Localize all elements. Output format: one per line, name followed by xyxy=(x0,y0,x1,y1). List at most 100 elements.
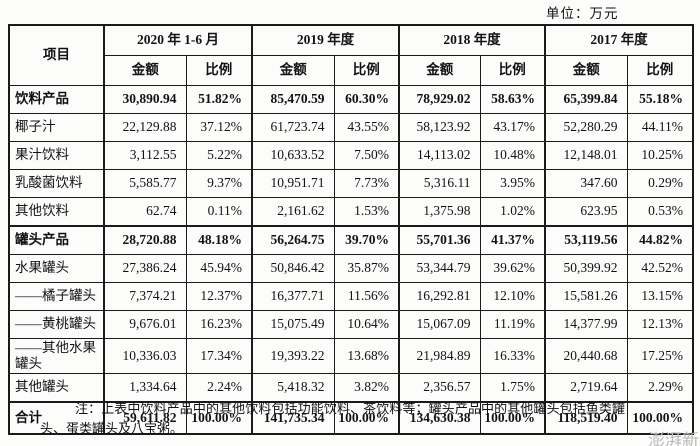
cell-amount: 2,719.64 xyxy=(544,372,628,402)
table-row: 果汁饮料 3,112.55 5.22% 10,633.52 7.50% 14,1… xyxy=(8,140,694,170)
cell-amount: 16,377.71 xyxy=(251,281,335,311)
cell-amount: 2,356.57 xyxy=(398,372,481,402)
cell-amount: 10,633.52 xyxy=(251,140,335,170)
cell-amount: 5,585.77 xyxy=(103,168,187,198)
cell-ratio: 41.37% xyxy=(479,224,546,255)
cell-ratio: 1.75% xyxy=(479,372,546,402)
row-label: ——橘子罐头 xyxy=(8,281,105,311)
table-row: 其他饮料 62.74 0.11% 2,161.62 1.53% 1,375.98… xyxy=(8,196,694,226)
cell-ratio: 37.12% xyxy=(185,112,253,142)
cell-ratio: 3.82% xyxy=(333,372,400,402)
header-period-2019: 2019 年度 xyxy=(251,24,400,56)
cell-ratio: 44.82% xyxy=(626,224,694,255)
header-row-periods: 项目 2020 年 1-6 月 2019 年度 2018 年度 2017 年度 xyxy=(8,24,694,86)
cell-ratio: 12.37% xyxy=(185,281,253,311)
cell-ratio: 10.64% xyxy=(333,309,400,339)
table-row: 乳酸菌饮料 5,585.77 9.37% 10,951.71 7.73% 5,3… xyxy=(8,168,694,198)
row-label: 其他罐头 xyxy=(8,372,105,402)
cell-ratio: 58.63% xyxy=(479,84,546,114)
cell-ratio: 0.53% xyxy=(626,196,694,226)
cell-ratio: 39.62% xyxy=(479,253,546,283)
cell-amount: 55,701.36 xyxy=(398,224,481,255)
cell-ratio: 39.70% xyxy=(333,224,400,255)
cell-ratio: 13.15% xyxy=(626,281,694,311)
footnote: 注：上表中饮料产品中的其他饮料包括功能饮料、茶饮料等；罐头产品中的其他罐头包括鱼… xyxy=(40,401,625,436)
cell-amount: 1,375.98 xyxy=(398,196,481,226)
cell-ratio: 16.33% xyxy=(479,337,546,374)
cell-ratio: 11.56% xyxy=(333,281,400,311)
cell-amount: 50,846.42 xyxy=(251,253,335,283)
cell-amount: 85,470.59 xyxy=(251,84,335,114)
cell-amount: 30,890.94 xyxy=(103,84,187,114)
cell-amount: 5,316.11 xyxy=(398,168,481,198)
cell-amount: 61,723.74 xyxy=(251,112,335,142)
cell-ratio: 44.11% xyxy=(626,112,694,142)
cell-amount: 347.60 xyxy=(544,168,628,198)
cell-amount: 20,440.68 xyxy=(544,337,628,374)
cell-ratio: 7.50% xyxy=(333,140,400,170)
cell-amount: 28,720.88 xyxy=(103,224,187,255)
row-label: 果汁饮料 xyxy=(8,140,105,170)
cell-amount: 52,280.29 xyxy=(544,112,628,142)
cell-ratio: 100.00% xyxy=(479,400,546,434)
cell-ratio: 17.34% xyxy=(185,337,253,374)
cell-amount: 59,611.82 xyxy=(103,400,187,434)
cell-amount: 12,148.01 xyxy=(544,140,628,170)
row-label: ——其他水果罐头 xyxy=(8,337,105,374)
header-item: 项目 xyxy=(8,24,105,86)
cell-amount: 9,676.01 xyxy=(103,309,187,339)
table-row: 其他罐头 1,334.64 2.24% 5,418.32 3.82% 2,356… xyxy=(8,372,694,402)
header-ratio: 比例 xyxy=(479,54,546,86)
row-label: 其他饮料 xyxy=(8,196,105,226)
cell-ratio: 43.55% xyxy=(333,112,400,142)
cell-amount: 19,393.22 xyxy=(251,337,335,374)
cell-amount: 21,984.89 xyxy=(398,337,481,374)
cell-ratio: 60.30% xyxy=(333,84,400,114)
header-amount: 金额 xyxy=(251,54,335,86)
cell-ratio: 13.68% xyxy=(333,337,400,374)
cell-amount: 15,067.09 xyxy=(398,309,481,339)
cell-ratio: 9.37% xyxy=(185,168,253,198)
cell-amount: 15,075.49 xyxy=(251,309,335,339)
cell-amount: 65,399.84 xyxy=(544,84,628,114)
cell-amount: 118,519.40 xyxy=(544,400,628,434)
header-period-2020: 2020 年 1-6 月 xyxy=(103,24,253,56)
cell-ratio: 7.73% xyxy=(333,168,400,198)
table-row: 椰子汁 22,129.88 37.12% 61,723.74 43.55% 58… xyxy=(8,112,694,142)
cell-ratio: 35.87% xyxy=(333,253,400,283)
row-label: 椰子汁 xyxy=(8,112,105,142)
cell-amount: 1,334.64 xyxy=(103,372,187,402)
header-ratio: 比例 xyxy=(626,54,694,86)
cell-amount: 78,929.02 xyxy=(398,84,481,114)
cell-amount: 22,129.88 xyxy=(103,112,187,142)
cell-amount: 7,374.21 xyxy=(103,281,187,311)
table-body: 饮料产品 30,890.94 51.82% 85,470.59 60.30% 7… xyxy=(8,84,694,434)
cell-amount: 15,581.26 xyxy=(544,281,628,311)
header-ratio: 比例 xyxy=(185,54,253,86)
cell-amount: 3,112.55 xyxy=(103,140,187,170)
row-label: ——黄桃罐头 xyxy=(8,309,105,339)
cell-amount: 53,119.56 xyxy=(544,224,628,255)
header-row-measures: 金额 比例 金额 比例 金额 比例 金额 比例 xyxy=(9,54,694,86)
cell-amount: 141,735.34 xyxy=(251,400,335,434)
table-row: 罐头产品 28,720.88 48.18% 56,264.75 39.70% 5… xyxy=(8,224,694,255)
cell-amount: 623.95 xyxy=(544,196,628,226)
cell-amount: 10,951.71 xyxy=(251,168,335,198)
cell-ratio: 0.29% xyxy=(626,168,694,198)
table-row: ——橘子罐头 7,374.21 12.37% 16,377.71 11.56% … xyxy=(8,281,694,311)
revenue-breakdown-table: 项目 2020 年 1-6 月 2019 年度 2018 年度 2017 年度 … xyxy=(8,24,694,435)
cell-amount: 16,292.81 xyxy=(398,281,481,311)
cell-amount: 53,344.79 xyxy=(398,253,481,283)
cell-ratio: 43.17% xyxy=(479,112,546,142)
header-amount: 金额 xyxy=(544,54,628,86)
row-label: 饮料产品 xyxy=(8,84,105,114)
cell-ratio: 2.29% xyxy=(626,372,694,402)
table-row: 合计 59,611.82 100.00% 141,735.34 100.00% … xyxy=(8,400,694,434)
unit-label: 单位：万元 xyxy=(546,6,619,21)
cell-ratio: 48.18% xyxy=(185,224,253,255)
cell-amount: 62.74 xyxy=(103,196,187,226)
row-label: 水果罐头 xyxy=(8,253,105,283)
header-period-2017: 2017 年度 xyxy=(544,24,694,56)
cell-amount: 5,418.32 xyxy=(251,372,335,402)
